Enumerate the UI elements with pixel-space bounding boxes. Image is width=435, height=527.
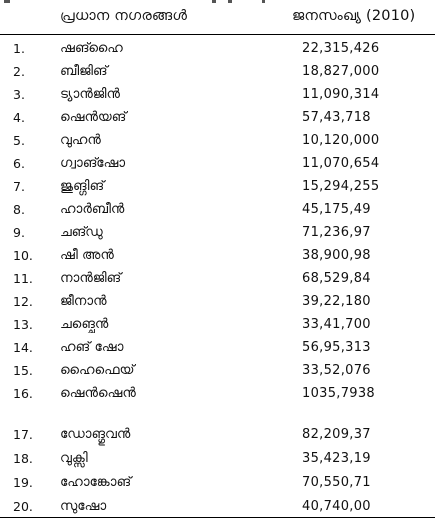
table-header: പ്രധാന നഗരങ്ങൾ ജനസംഖ്യ (2010)	[0, 6, 435, 35]
row-number: 14.	[13, 340, 33, 355]
table-row: 3. ട്യാൻജിൻ 11,090,314	[0, 84, 435, 106]
artifact-mark	[4, 0, 10, 3]
artifact-mark	[212, 0, 216, 3]
row-number: 18.	[13, 451, 33, 466]
table-row: 16. ഷെൻഷെൻ 1035,7938	[0, 383, 435, 405]
population-value: 56,95,313	[302, 340, 371, 355]
city-name: ഷങ്ഹൈ	[60, 40, 123, 56]
row-number: 2.	[13, 64, 25, 79]
population-value: 45,175,49	[302, 202, 371, 217]
table-row: 4. ഷെൻയങ് 57,43,718	[0, 107, 435, 129]
population-value: 22,315,426	[302, 41, 380, 56]
row-number: 8.	[13, 202, 25, 217]
table-row: 20. സുഷോ 40,740,00	[0, 496, 435, 518]
table-row: 5. വുഹൻ 10,120,000	[0, 130, 435, 152]
population-value: 35,423,19	[302, 451, 371, 466]
city-name: ജീനാൻ	[60, 293, 107, 309]
city-name: സുഷോ	[60, 498, 107, 514]
city-column-header: പ്രധാന നഗരങ്ങൾ	[60, 8, 188, 24]
row-number: 20.	[13, 499, 33, 514]
table-row: 13. ചങ്ചെൻ 33,41,700	[0, 314, 435, 336]
artifact-mark	[228, 0, 232, 3]
table-row: 10. ഷീ അൻ 38,900,98	[0, 245, 435, 267]
table-row: 12. ജീനാൻ 39,22,180	[0, 291, 435, 313]
population-value: 1035,7938	[302, 386, 376, 401]
table-row: 1. ഷങ്ഹൈ 22,315,426	[0, 38, 435, 60]
population-value: 11,070,654	[302, 156, 380, 171]
population-value: 15,294,255	[302, 179, 380, 194]
city-name: ഹൈഫെയ്	[60, 362, 135, 378]
row-number: 6.	[13, 156, 25, 171]
table-bottom-rule	[0, 517, 435, 518]
top-edge-artifact	[0, 0, 435, 6]
row-number: 9.	[13, 225, 25, 240]
table-row: 15. ഹൈഫെയ് 33,52,076	[0, 360, 435, 382]
city-name: ഷീ അൻ	[60, 247, 114, 263]
row-number: 19.	[13, 475, 33, 490]
table-row: 6. ഗ്വാങ്ഷോ 11,070,654	[0, 153, 435, 175]
table-row: 11. നാൻജിങ് 68,529,84	[0, 268, 435, 290]
city-name: ഹോങ്കോങ്	[60, 474, 132, 490]
population-value: 70,550,71	[302, 475, 371, 490]
table-row: 18. വുക്സി 35,423,19	[0, 448, 435, 470]
row-number: 10.	[13, 248, 33, 263]
table-row: 17. ഡോങ്ഗുവൻ 82,209,37	[0, 424, 435, 446]
city-name: ഡോങ്ഗുവൻ	[60, 426, 131, 442]
row-number: 13.	[13, 317, 33, 332]
population-value: 57,43,718	[302, 110, 371, 125]
population-column-header: ജനസംഖ്യ (2010)	[292, 8, 416, 24]
city-name: ഷെൻയങ്	[60, 109, 127, 125]
population-value: 11,090,314	[302, 87, 380, 102]
city-name: ജുങ്ഗിങ്	[60, 178, 105, 194]
population-value: 40,740,00	[302, 499, 371, 514]
population-value: 71,236,97	[302, 225, 371, 240]
population-value: 33,41,700	[302, 317, 371, 332]
row-number: 11.	[13, 271, 33, 286]
row-number: 15.	[13, 363, 33, 378]
row-number: 3.	[13, 87, 25, 102]
city-name: വുക്സി	[60, 450, 88, 466]
population-value: 82,209,37	[302, 427, 371, 442]
city-name: ഹങ് ഷോ	[60, 339, 124, 355]
city-name: നാൻജിങ്	[60, 270, 122, 286]
row-number: 7.	[13, 179, 25, 194]
city-name: ചങ്ചെൻ	[60, 316, 109, 332]
population-value: 68,529,84	[302, 271, 371, 286]
city-name: ഗ്വാങ്ഷോ	[60, 155, 126, 171]
population-value: 39,22,180	[302, 294, 371, 309]
city-name: ഹാർബീൻ	[60, 201, 125, 217]
row-number: 17.	[13, 427, 33, 442]
row-number: 4.	[13, 110, 25, 125]
population-value: 18,827,000	[302, 64, 380, 79]
city-name: ഷെൻഷെൻ	[60, 385, 136, 401]
row-number: 5.	[13, 133, 25, 148]
table-row: 8. ഹാർബീൻ 45,175,49	[0, 199, 435, 221]
population-table: പ്രധാന നഗരങ്ങൾ ജനസംഖ്യ (2010) 1. ഷങ്ഹൈ 2…	[0, 6, 435, 514]
artifact-mark	[262, 0, 265, 3]
table-row: 2. ബീജിങ് 18,827,000	[0, 61, 435, 83]
row-number: 16.	[13, 386, 33, 401]
city-name: ചങ്ഡു	[60, 224, 103, 240]
population-value: 38,900,98	[302, 248, 371, 263]
city-name: വുഹൻ	[60, 132, 101, 148]
population-value: 10,120,000	[302, 133, 380, 148]
table-row: 19. ഹോങ്കോങ് 70,550,71	[0, 472, 435, 494]
city-name: ബീജിങ്	[60, 63, 108, 79]
row-number: 1.	[13, 41, 25, 56]
table-row: 7. ജുങ്ഗിങ് 15,294,255	[0, 176, 435, 198]
city-name: ട്യാൻജിൻ	[60, 86, 120, 102]
row-number: 12.	[13, 294, 33, 309]
table-row: 9. ചങ്ഡു 71,236,97	[0, 222, 435, 244]
population-value: 33,52,076	[302, 363, 371, 378]
table-row: 14. ഹങ് ഷോ 56,95,313	[0, 337, 435, 359]
